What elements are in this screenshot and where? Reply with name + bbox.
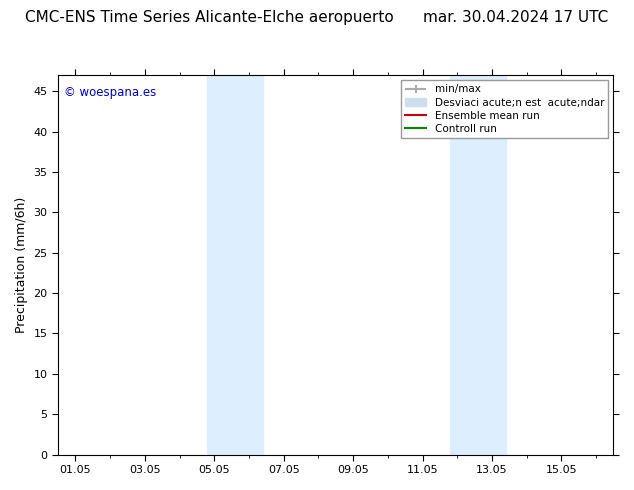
Text: © woespana.es: © woespana.es [63,86,156,99]
Legend: min/max, Desviaci acute;n est  acute;ndar, Ensemble mean run, Controll run: min/max, Desviaci acute;n est acute;ndar… [401,80,608,138]
Bar [450,75,506,455]
Text: CMC-ENS Time Series Alicante-Elche aeropuerto      mar. 30.04.2024 17 UTC: CMC-ENS Time Series Alicante-Elche aerop… [25,10,609,25]
Y-axis label: Precipitation (mm/6h): Precipitation (mm/6h) [15,196,28,333]
Bar [207,75,263,455]
